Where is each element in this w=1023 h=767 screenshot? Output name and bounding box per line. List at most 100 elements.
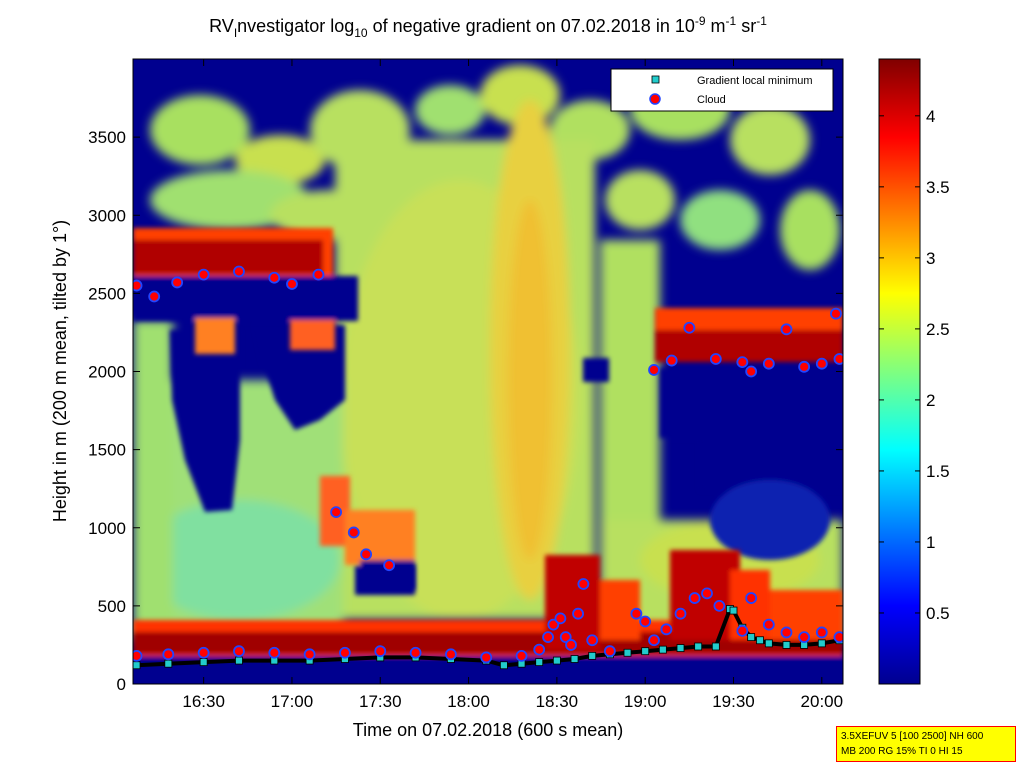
- cloud-point-18: [572, 607, 584, 620]
- parameter-info-box: 3.5XEFUV 5 [100 2500] NH 600 MB 200 RG 1…: [836, 726, 1016, 762]
- gradient-min-point-1: [164, 659, 173, 668]
- cb-tick-label-3: 2: [926, 391, 935, 410]
- cloud-point-20: [586, 634, 599, 647]
- cloud-point-49: [648, 364, 660, 376]
- legend: Gradient local minimum Cloud: [610, 68, 834, 112]
- cloud-point-19: [577, 578, 590, 590]
- gradient-min-point-11: [499, 661, 508, 670]
- cb-tick-label-6: 3.5: [926, 178, 950, 197]
- cloud-point-13: [542, 631, 554, 644]
- y-tick-label-4: 2000: [88, 363, 126, 382]
- gradient-min-point-32: [817, 639, 826, 648]
- cloud-point-6: [339, 646, 351, 659]
- cloud-point-50: [665, 354, 678, 367]
- gradient-min-point-19: [641, 647, 650, 656]
- cloud-point-55: [762, 357, 775, 370]
- y-tick-label-2: 1000: [88, 519, 126, 538]
- x-tick-label-6: 19:30: [712, 692, 755, 711]
- x-tick-label-4: 18:30: [536, 692, 579, 711]
- cloud-point-43: [286, 278, 298, 290]
- cb-tick-label-7: 4: [926, 107, 935, 126]
- gradient-min-point-30: [782, 641, 791, 649]
- cloud-point-1: [162, 648, 175, 661]
- series-layer: [133, 265, 843, 670]
- cloud-point-5: [303, 648, 316, 661]
- cloud-point-7: [374, 645, 387, 658]
- colorbar: 0.5 1 1.5 2 2.5 3 3.5 4: [878, 58, 950, 685]
- cloud-point-10: [480, 651, 493, 664]
- legend-label-cloud: Cloud: [697, 94, 726, 106]
- cloud-point-46: [347, 526, 360, 539]
- info-line-1: 3.5XEFUV 5 [100 2500] NH 600: [841, 731, 984, 742]
- cloud-point-15: [554, 612, 567, 625]
- chart-title: RVInvestigator log10 of negative gradien…: [209, 14, 767, 40]
- cloud-point-9: [445, 648, 457, 661]
- cloud-point-40: [197, 268, 210, 281]
- gradient-min-point-27: [747, 633, 756, 642]
- cb-tick-label-0: 0.5: [926, 604, 950, 623]
- cloud-point-39: [171, 276, 184, 289]
- cloud-point-33: [780, 626, 793, 639]
- cloud-point-12: [533, 643, 546, 656]
- cloud-point-41: [233, 265, 245, 278]
- cloud-point-60: [833, 353, 843, 365]
- gradient-min-point-15: [570, 655, 579, 663]
- legend-marker-gradient-min: [651, 75, 660, 84]
- legend-label-gradient-min: Gradient local minimum: [697, 75, 813, 87]
- cloud-point-31: [745, 592, 758, 604]
- cloud-point-59: [830, 307, 842, 320]
- cloud-point-53: [736, 356, 749, 369]
- info-line-2: MB 200 RG 15% TI 0 HI 15: [841, 746, 963, 757]
- cloud-point-24: [648, 634, 660, 647]
- cloud-point-35: [815, 626, 828, 639]
- legend-box: [610, 68, 834, 112]
- cloud-point-27: [688, 592, 701, 604]
- cb-tick-label-2: 1.5: [926, 462, 950, 481]
- y-tick-label-3: 1500: [88, 441, 126, 460]
- cloud-point-21: [603, 645, 616, 658]
- gradient-min-point-2: [199, 658, 208, 667]
- cloud-point-34: [798, 631, 811, 644]
- colorbar-ticks: 0.5 1 1.5 2 2.5 3 3.5 4: [879, 107, 950, 623]
- x-tick-label-1: 17:00: [271, 692, 314, 711]
- gradient-min-point-22: [694, 642, 703, 651]
- gradient-min-trace: [136, 606, 840, 668]
- cloud-point-48: [383, 559, 395, 572]
- gradient-min-point-14: [552, 656, 561, 665]
- cloud-point-52: [709, 353, 722, 365]
- gradient-min-point-16: [588, 651, 597, 660]
- colorbar-gradient: [878, 58, 921, 685]
- gradient-min-point-13: [535, 658, 544, 667]
- cloud-point-47: [360, 548, 373, 561]
- cloud-point-0: [133, 649, 143, 662]
- gradient-min-point-0: [133, 661, 141, 670]
- x-tick-label-2: 17:30: [359, 692, 402, 711]
- cb-tick-label-1: 1: [926, 533, 935, 552]
- cloud-point-32: [762, 618, 775, 631]
- cloud-point-58: [815, 357, 828, 370]
- cloud-point-3: [233, 645, 245, 658]
- cloud-point-28: [701, 587, 713, 600]
- gradient-min-point-21: [676, 644, 685, 652]
- cloud-point-45: [330, 506, 343, 519]
- cloud-point-23: [639, 615, 652, 628]
- y-axis-label: Height in m (200 m mean, tilted by 1°): [50, 220, 70, 522]
- cloud-point-29: [713, 599, 726, 612]
- y-tick-label-7: 3500: [88, 128, 126, 147]
- cb-tick-label-5: 3: [926, 249, 935, 268]
- y-axis-ticks: 0 500 1000 1500 2000 2500 3000 3500: [88, 128, 843, 694]
- y-tick-label-5: 2500: [88, 284, 126, 303]
- x-tick-label-5: 19:00: [624, 692, 667, 711]
- gradient-min-point-23: [711, 642, 720, 651]
- gradient-min-point-3: [235, 656, 243, 665]
- gradient-min-point-29: [764, 639, 773, 648]
- x-axis-ticks: 16:30 17:00 17:30 18:00 18:30 19:00 19:30 20:00: [182, 59, 843, 711]
- x-tick-label-7: 20:00: [801, 692, 844, 711]
- cloud-point-25: [660, 623, 673, 636]
- gradient-min-point-18: [623, 648, 632, 657]
- cloud-point-22: [630, 607, 643, 620]
- cloud-point-54: [745, 365, 758, 378]
- cb-tick-label-4: 2.5: [926, 320, 950, 339]
- y-tick-label-1: 500: [98, 597, 126, 616]
